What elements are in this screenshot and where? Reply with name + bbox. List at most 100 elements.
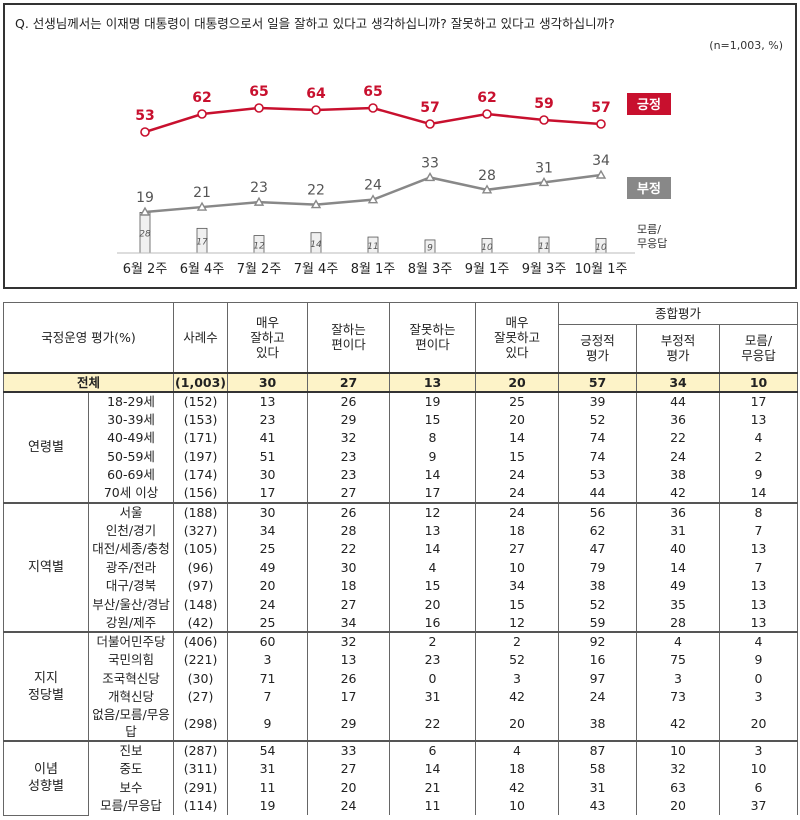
cell-good: 24: [307, 796, 391, 815]
cell-unknown: 13: [719, 410, 799, 429]
cell-good: 26: [307, 501, 391, 521]
cell-bad: 4: [389, 558, 477, 577]
table-row: 광주/전라 (96) 49 30 4 10 79 14 7: [4, 558, 799, 577]
negative-point: [310, 199, 322, 209]
positive-point: [311, 105, 321, 115]
cell-positive: 59: [558, 613, 638, 632]
header-rating: 국정운영 평가(%): [2, 302, 175, 373]
cell-unknown: 20: [719, 706, 799, 741]
table-row: 연령별 18-29세 (152) 13 26 19 25 39 44 17: [3, 391, 799, 503]
cell-positive: 79: [558, 558, 638, 577]
total-very-bad: 20: [475, 371, 560, 393]
table-row: 없음/모름/무응답 (298) 9 29 22 20 38 42 20: [4, 706, 799, 741]
cell-very-bad: 15: [475, 447, 560, 466]
cell-good: 22: [307, 539, 391, 558]
results-table-wrap: 국정운영 평가(%) 사례수 매우 잘하고 있다 잘하는 편이다 잘못하는 편이다 매우…: [2, 302, 799, 816]
cell-positive: 24: [558, 687, 638, 706]
cell-cases: (96): [173, 558, 229, 577]
positive-data-label: 62: [192, 90, 211, 106]
header-good: 잘하는 편이다: [307, 302, 391, 373]
x-tick-label: 10월 1주: [575, 262, 628, 277]
cell-negative: 31: [636, 521, 721, 540]
cell-bad: 22: [389, 706, 477, 741]
cell-bad: 12: [389, 501, 477, 521]
cell-negative: 28: [636, 613, 721, 632]
cell-cases: (171): [173, 428, 229, 447]
cell-positive: 58: [558, 759, 638, 778]
negative-data-label: 24: [364, 178, 382, 194]
cell-positive: 87: [558, 740, 638, 760]
table-row: 중도 (311) 31 27 14 18 58 32 10: [4, 759, 799, 778]
legend-negative-label: 부정: [637, 181, 661, 197]
unknown-bar-label: 11: [538, 242, 549, 252]
cell-unknown: 7: [719, 558, 799, 577]
x-tick-label: 6월 4주: [180, 262, 225, 277]
cell-bad: 11: [389, 796, 477, 815]
cell-unknown: 9: [719, 465, 799, 484]
cell-good: 26: [307, 391, 391, 410]
cell-bad: 9: [389, 447, 477, 466]
cell-very-bad: 20: [475, 706, 560, 741]
cell-negative: 63: [636, 778, 721, 797]
row-label: 더불어민주당: [87, 631, 175, 651]
cell-negative: 3: [636, 669, 721, 688]
table-row: 60-69세 (174) 30 23 14 24 53 38 9: [4, 465, 799, 484]
cell-good: 32: [307, 428, 391, 447]
cell-bad: 8: [389, 428, 477, 447]
cell-very-good: 41: [227, 428, 309, 447]
cell-cases: (105): [173, 539, 229, 558]
legend-unknown-label: 모름/무응답: [637, 223, 667, 250]
cell-good: 18: [307, 576, 391, 595]
cell-bad: 23: [389, 650, 477, 669]
trend-chart-panel: Q. 선생님께서는 이재명 대통령이 대통령으로서 일을 잘하고 있다고 생각하…: [3, 3, 797, 289]
cell-negative: 35: [636, 595, 721, 614]
cell-cases: (197): [173, 447, 229, 466]
cell-bad: 21: [389, 778, 477, 797]
cell-cases: (174): [173, 465, 229, 484]
cell-negative: 42: [636, 484, 721, 503]
results-table: 국정운영 평가(%) 사례수 매우 잘하고 있다 잘하는 편이다 잘못하는 편이다 매우…: [2, 302, 799, 816]
header-very-good: 매우 잘하고 있다: [227, 302, 309, 373]
cell-negative: 36: [636, 501, 721, 521]
cell-very-good: 23: [227, 410, 309, 429]
positive-point: [254, 103, 264, 113]
cell-very-bad: 34: [475, 576, 560, 595]
negative-point: [367, 194, 379, 204]
negative-point: [253, 196, 265, 206]
cell-negative: 14: [636, 558, 721, 577]
cell-very-bad: 24: [475, 465, 560, 484]
cell-bad: 15: [389, 576, 477, 595]
cell-bad: 2: [389, 631, 477, 651]
table-row: 40-49세 (171) 41 32 8 14 74 22 4: [4, 428, 799, 447]
unknown-bar-label: 17: [196, 238, 208, 248]
legend-positive-swatch: [627, 93, 671, 115]
cell-positive: 47: [558, 539, 638, 558]
total-positive: 57: [558, 371, 638, 393]
cell-cases: (327): [173, 521, 229, 540]
cell-negative: 20: [636, 796, 721, 815]
cell-unknown: 3: [719, 687, 799, 706]
table-row: 30-39세 (153) 23 29 15 20 52 36 13: [4, 410, 799, 429]
cell-positive: 16: [558, 650, 638, 669]
cell-very-good: 24: [227, 595, 309, 614]
cell-positive: 74: [558, 428, 638, 447]
cell-bad: 0: [389, 669, 477, 688]
header-overall: 종합평가: [558, 302, 799, 325]
cell-cases: (114): [173, 796, 229, 815]
cell-very-bad: 10: [475, 796, 560, 815]
cell-very-bad: 10: [475, 558, 560, 577]
positive-data-label: 65: [363, 84, 382, 100]
trend-chart: 28 17 12 14 11 9 10 11 10 53 62 65 64 65 57 62 59 57 19 21 2…: [117, 84, 671, 277]
row-label: 50-59세: [87, 447, 175, 466]
negative-point: [481, 184, 493, 194]
cell-positive: 38: [558, 706, 638, 741]
unknown-bar-label: 11: [367, 242, 378, 252]
cell-good: 27: [307, 759, 391, 778]
cell-good: 30: [307, 558, 391, 577]
cell-cases: (153): [173, 410, 229, 429]
cell-cases: (188): [173, 501, 229, 521]
cell-very-good: 20: [227, 576, 309, 595]
cell-very-bad: 25: [475, 391, 560, 410]
cell-bad: 14: [389, 539, 477, 558]
row-label: 국민의힘: [87, 650, 175, 669]
